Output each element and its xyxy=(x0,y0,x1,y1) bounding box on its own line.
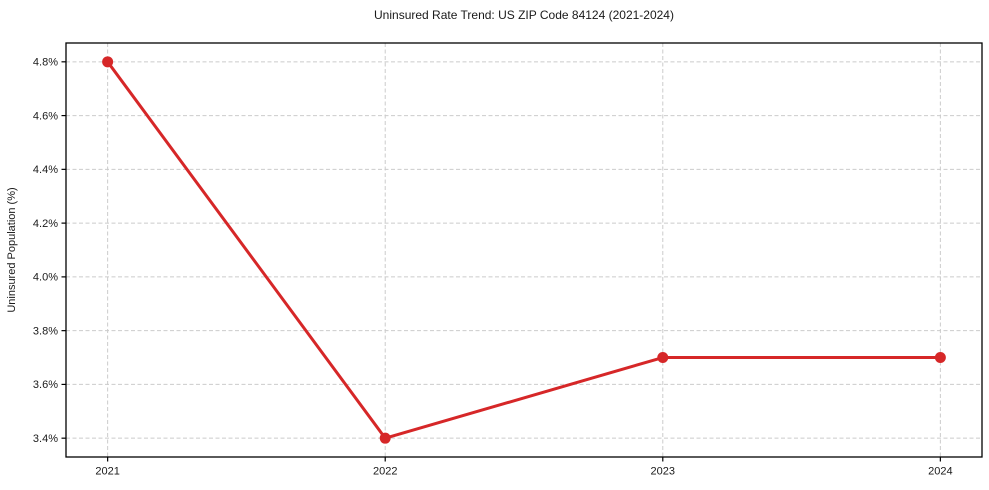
x-tick-label: 2024 xyxy=(928,466,952,478)
data-point-2024 xyxy=(934,352,946,364)
y-tick-label: 4.6% xyxy=(33,110,58,122)
y-tick-label: 3.6% xyxy=(33,379,58,391)
x-tick-label: 2021 xyxy=(95,466,119,478)
data-point-2022 xyxy=(379,432,391,444)
x-tick-label: 2023 xyxy=(651,466,675,478)
y-tick-label: 4.2% xyxy=(33,218,58,230)
data-point-2021 xyxy=(102,56,114,68)
y-tick-label: 3.8% xyxy=(33,325,58,337)
trend-line xyxy=(106,60,942,440)
y-tick-label: 4.0% xyxy=(33,272,58,284)
y-tick-label: 3.4% xyxy=(33,433,58,445)
data-point-2023 xyxy=(657,352,669,364)
y-tick-label: 4.4% xyxy=(33,164,58,176)
chart-title: Uninsured Rate Trend: US ZIP Code 84124 … xyxy=(374,8,674,22)
plot-border xyxy=(65,42,983,458)
x-tick-label: 2022 xyxy=(373,466,397,478)
y-tick-label: 4.8% xyxy=(33,57,58,69)
